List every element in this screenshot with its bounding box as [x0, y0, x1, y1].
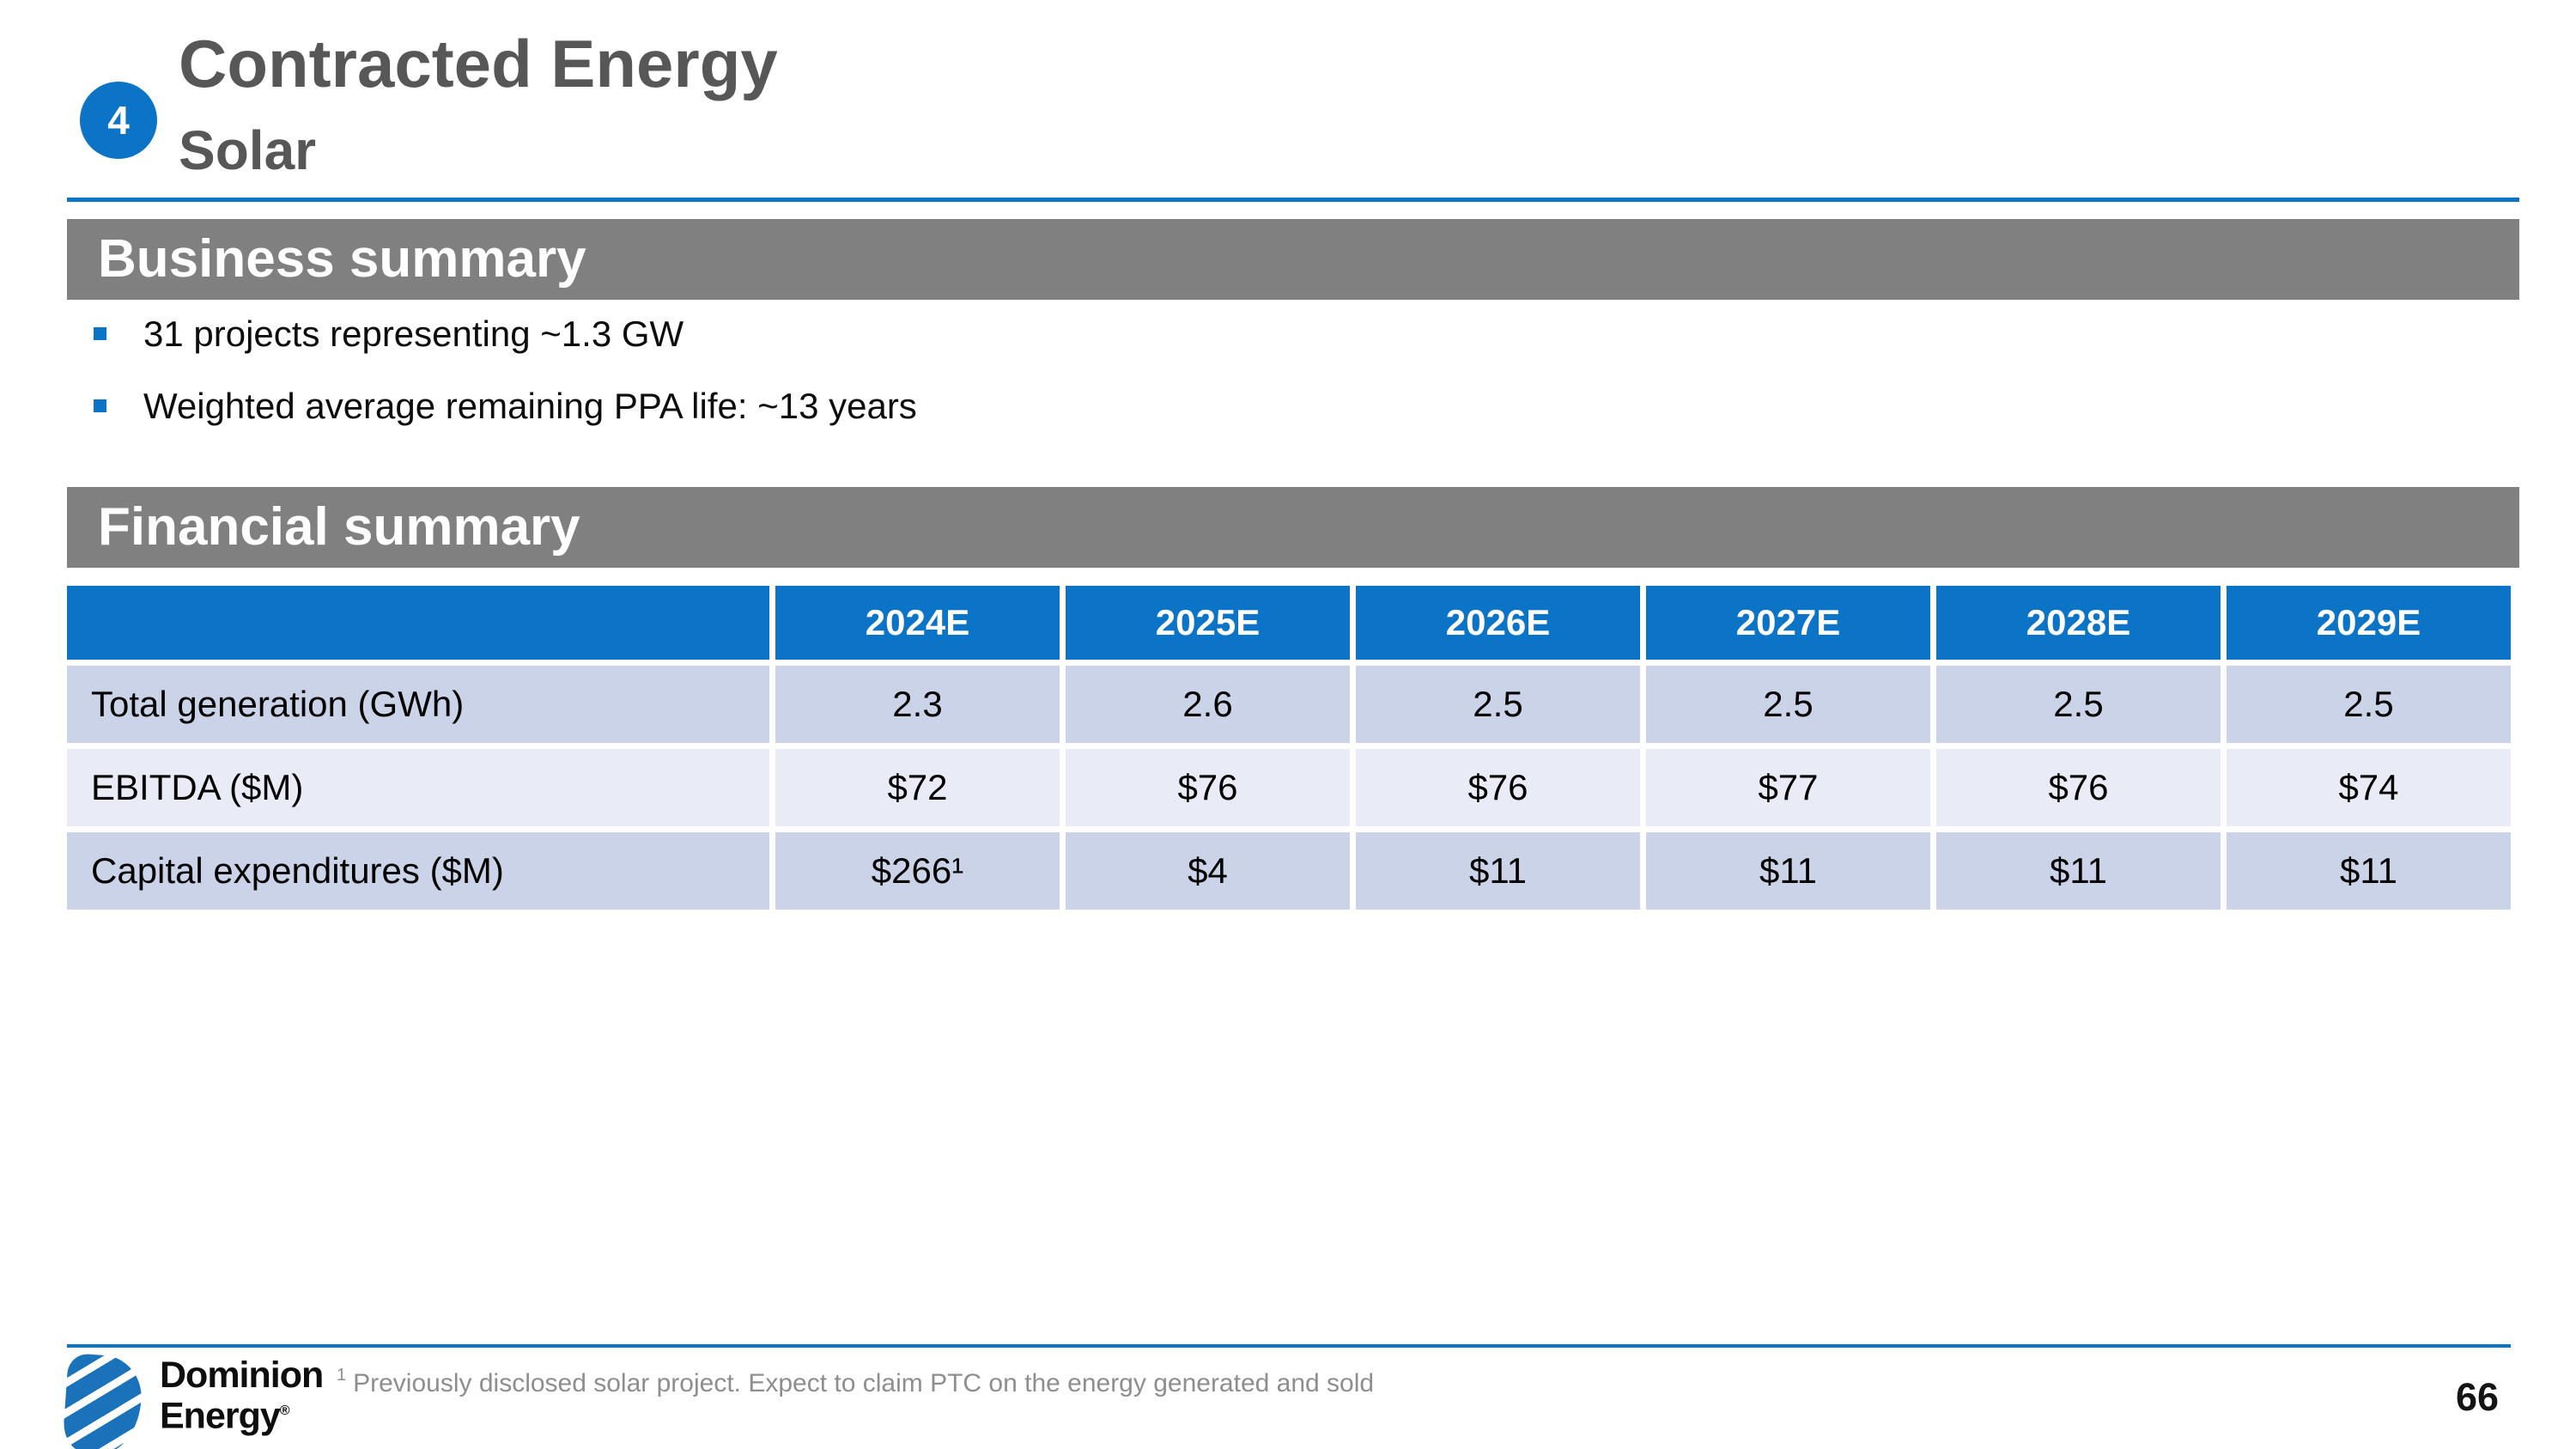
table-cell: 2.6 [1066, 666, 1350, 743]
bullet-square-icon [94, 327, 106, 340]
table-cell: 2.5 [2227, 666, 2511, 743]
bullet-square-icon [94, 399, 106, 412]
table-cell: 2.5 [1646, 666, 1930, 743]
bullet-text: Weighted average remaining PPA life: ~13… [143, 386, 917, 426]
bullet-text: 31 projects representing ~1.3 GW [143, 314, 684, 354]
table-cell: $76 [1066, 749, 1350, 826]
table-cell: $76 [1356, 749, 1640, 826]
page-title: Contracted Energy [179, 26, 778, 101]
financial-summary-table: 2024E 2025E 2026E 2027E 2028E 2029E Tota… [61, 580, 2517, 916]
table-cell: $11 [1356, 832, 1640, 910]
section-number-badge: 4 [80, 82, 157, 159]
table-cell: $11 [1936, 832, 2221, 910]
footer-divider-rule [67, 1344, 2511, 1348]
row-label: EBITDA ($M) [67, 749, 769, 826]
bullet-item: Weighted average remaining PPA life: ~13… [67, 385, 917, 428]
table-cell: $11 [2227, 832, 2511, 910]
dominion-energy-logo-icon [62, 1353, 144, 1449]
row-label: Total generation (GWh) [67, 666, 769, 743]
footnote: 1 Previously disclosed solar project. Exp… [337, 1361, 1374, 1399]
title-divider-rule [67, 198, 2519, 202]
table-cell: 2.5 [1356, 666, 1640, 743]
financial-summary-heading: Financial summary [67, 487, 2519, 568]
dominion-energy-logo-text: Dominion Energy® [160, 1355, 324, 1437]
table-cell: $72 [775, 749, 1060, 826]
table-header-cell: 2029E [2227, 586, 2511, 660]
table-cell: $11 [1646, 832, 1930, 910]
table-cell: 2.3 [775, 666, 1060, 743]
footnote-superscript: 1 [337, 1366, 347, 1385]
table-header-cell: 2026E [1356, 586, 1640, 660]
table-cell: 2.5 [1936, 666, 2221, 743]
page-subtitle: Solar [179, 119, 317, 181]
row-label: Capital expenditures ($M) [67, 832, 769, 910]
table-header-row: 2024E 2025E 2026E 2027E 2028E 2029E [67, 586, 2511, 660]
table-row-total-generation: Total generation (GWh) 2.3 2.6 2.5 2.5 2… [67, 666, 2511, 743]
table-cell: $4 [1066, 832, 1350, 910]
table-header-cell: 2027E [1646, 586, 1930, 660]
table-row-capital-expenditures: Capital expenditures ($M) $266¹ $4 $11 $… [67, 832, 2511, 910]
business-summary-bullets: 31 projects representing ~1.3 GW Weighte… [67, 313, 917, 457]
table-row-ebitda: EBITDA ($M) $72 $76 $76 $77 $76 $74 [67, 749, 2511, 826]
table-cell: $76 [1936, 749, 2221, 826]
table-cell: $77 [1646, 749, 1930, 826]
registered-mark: ® [279, 1403, 290, 1418]
page-number: 66 [2455, 1375, 2499, 1419]
table-corner-cell [67, 586, 769, 660]
table-header-cell: 2024E [775, 586, 1060, 660]
logo-line1: Dominion [160, 1355, 324, 1396]
bullet-item: 31 projects representing ~1.3 GW [67, 313, 917, 356]
table-cell: $266¹ [775, 832, 1060, 910]
table-cell: $74 [2227, 749, 2511, 826]
logo-line2: Energy [160, 1395, 281, 1437]
table-header-cell: 2028E [1936, 586, 2221, 660]
table-header-cell: 2025E [1066, 586, 1350, 660]
footnote-text: Previously disclosed solar project. Expe… [353, 1369, 1375, 1397]
business-summary-heading: Business summary [67, 219, 2519, 300]
